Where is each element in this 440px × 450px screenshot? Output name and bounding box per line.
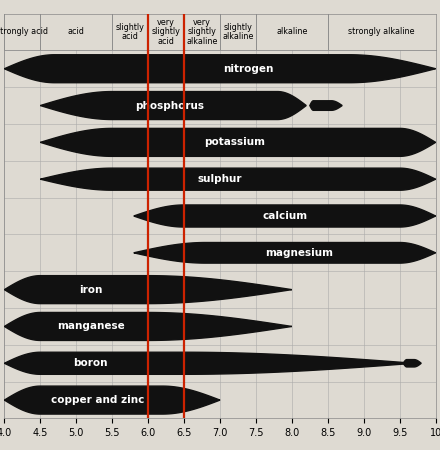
Text: copper and zinc: copper and zinc (51, 395, 144, 405)
Polygon shape (134, 205, 436, 227)
Polygon shape (134, 243, 436, 263)
Polygon shape (40, 128, 436, 156)
Text: alkaline: alkaline (276, 27, 308, 36)
Text: phosphorus: phosphorus (135, 100, 204, 111)
Text: acid: acid (68, 27, 85, 36)
Polygon shape (4, 55, 436, 83)
Text: strongly alkaline: strongly alkaline (348, 27, 415, 36)
Polygon shape (4, 386, 220, 414)
Text: sulphur: sulphur (198, 174, 242, 184)
Text: iron: iron (79, 285, 103, 295)
Polygon shape (4, 312, 292, 341)
Text: nitrogen: nitrogen (224, 64, 274, 74)
Polygon shape (4, 352, 414, 374)
Polygon shape (40, 168, 436, 190)
Polygon shape (310, 101, 342, 110)
Text: very
slightly
alkaline: very slightly alkaline (187, 18, 218, 46)
Text: very
slightly
acid: very slightly acid (152, 18, 180, 46)
Text: calcium: calcium (262, 211, 307, 221)
Text: slightly
alkaline: slightly alkaline (222, 22, 253, 41)
Text: potassium: potassium (204, 137, 265, 147)
Text: manganese: manganese (57, 321, 125, 332)
Text: slightly
acid: slightly acid (116, 22, 145, 41)
Text: magnesium: magnesium (265, 248, 333, 258)
Text: boron: boron (73, 358, 108, 368)
Polygon shape (4, 276, 292, 304)
Polygon shape (403, 360, 421, 367)
Text: strongly acid: strongly acid (0, 27, 48, 36)
Polygon shape (40, 91, 306, 120)
